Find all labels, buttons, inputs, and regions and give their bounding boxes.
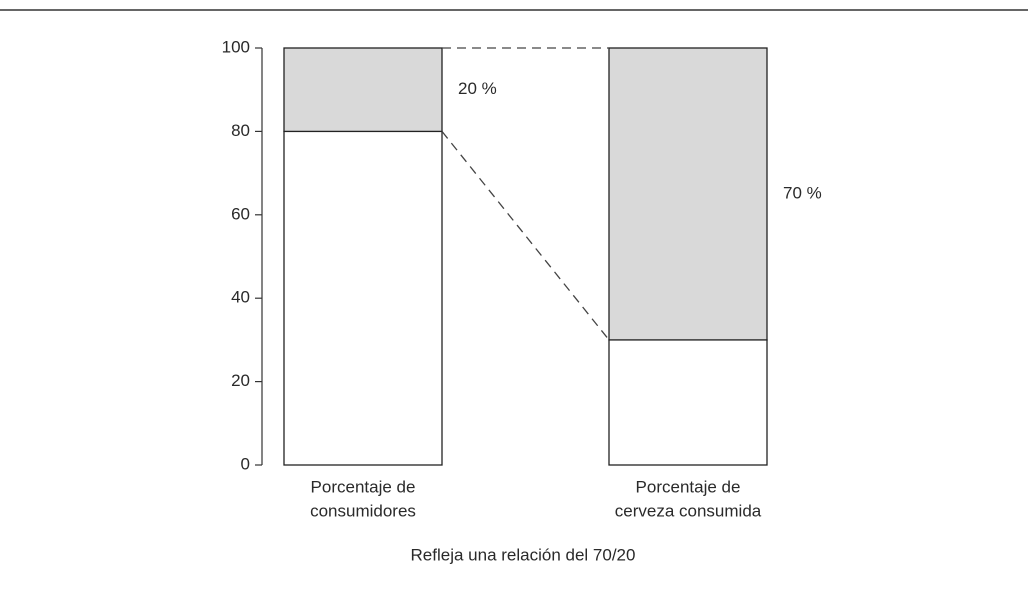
x-tick-label: Porcentaje de	[636, 477, 741, 496]
y-tick-label: 100	[222, 37, 250, 56]
x-tick-label: consumidores	[310, 501, 416, 520]
bar-segment	[283, 130, 443, 466]
value-label: 70 %	[783, 183, 822, 202]
x-tick-label: cerveza consumida	[615, 501, 762, 520]
y-tick-label: 20	[231, 371, 250, 390]
y-tick-label: 0	[241, 454, 250, 473]
bar-segment	[608, 47, 768, 341]
y-tick-label: 40	[231, 288, 250, 307]
value-label: 20 %	[458, 79, 497, 98]
caption: Refleja una relación del 70/20	[411, 545, 636, 564]
y-tick-label: 80	[231, 121, 250, 140]
connector	[441, 130, 610, 341]
bar-segment	[608, 339, 768, 466]
y-tick-label: 60	[231, 204, 250, 223]
x-tick-label: Porcentaje de	[311, 477, 416, 496]
bar-segment	[283, 47, 443, 133]
